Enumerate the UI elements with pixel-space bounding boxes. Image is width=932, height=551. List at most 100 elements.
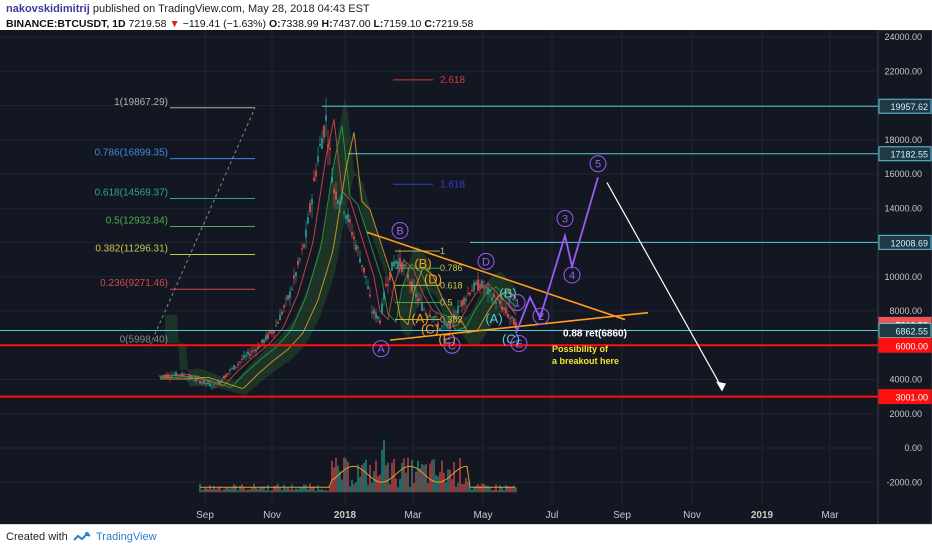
close-label: C: [424, 18, 436, 30]
tradingview-link[interactable]: TradingView [96, 531, 157, 543]
volume-bar [383, 440, 385, 493]
impulse-wave-label: 3 [562, 214, 568, 226]
candle-body [163, 375, 165, 377]
candle-body [253, 350, 255, 352]
candle-body [331, 176, 333, 183]
candle-body [379, 320, 381, 324]
candle-body [347, 213, 349, 222]
candle-body [293, 275, 295, 279]
volume-bar [411, 459, 413, 493]
candle-body [467, 292, 469, 294]
y-tick-label: 8000.00 [889, 306, 922, 316]
candle-body [491, 297, 493, 301]
volume-bar [237, 490, 239, 493]
volume-bar [473, 486, 475, 493]
purple-wave-label-circle [510, 335, 528, 353]
candle-body [469, 292, 471, 295]
candle-body [345, 215, 347, 219]
candle-body [367, 285, 369, 289]
candle-body [233, 365, 235, 370]
volume-bar [349, 486, 351, 493]
volume-bar [345, 458, 347, 493]
candle-body [343, 212, 345, 214]
candle-body [335, 191, 337, 200]
volume-bar [445, 482, 447, 493]
moving-average-line [160, 119, 517, 387]
volume-bar [481, 483, 483, 493]
candle-body [175, 372, 177, 377]
candle-body [489, 289, 491, 292]
candle-body [269, 330, 271, 334]
volume-bar [457, 482, 459, 493]
volume-bar [225, 487, 227, 493]
volume-bar [333, 467, 335, 493]
candle-body [301, 248, 303, 250]
candle-body [247, 351, 249, 355]
purple-wave-label: B [396, 226, 403, 238]
candle-body [351, 232, 353, 236]
candle-body [477, 279, 479, 290]
candle-body [513, 318, 515, 326]
volume-bar [323, 490, 325, 493]
candle-body [471, 290, 473, 292]
candle-body [409, 282, 411, 284]
candle-body [271, 331, 273, 334]
volume-bar [367, 484, 369, 493]
small-fib-label: 0.5 [440, 297, 453, 307]
candle-body [373, 309, 375, 314]
volume-bar [433, 459, 435, 493]
candle-body [389, 272, 391, 280]
price-label-box [878, 322, 932, 338]
volume-bar [501, 487, 503, 493]
cyan-wave-label: (A) [485, 311, 502, 326]
candle-body [393, 261, 395, 267]
volume-bar [297, 489, 299, 493]
author-name[interactable]: nakovskidimitrij [6, 3, 90, 15]
candle-body [183, 375, 185, 377]
candle-body [453, 314, 455, 320]
volume-bar [299, 487, 301, 493]
price-label-box [878, 389, 932, 405]
volume-bar [431, 460, 433, 493]
candle-body [319, 144, 321, 146]
fib-trend-line [149, 107, 256, 346]
candle-body [411, 281, 413, 292]
volume-bar [245, 490, 247, 493]
candle-body [427, 315, 429, 317]
candle-body [275, 325, 277, 327]
volume-bar [235, 485, 237, 493]
candle-body [213, 384, 215, 386]
candle-body [439, 328, 441, 331]
candle-body [277, 322, 279, 324]
y-tick-label: -2000.00 [886, 477, 922, 487]
candle-body [173, 374, 175, 376]
price-label-text: 19957.62 [890, 102, 928, 112]
candle-body [273, 330, 275, 334]
volume-bar [493, 489, 495, 493]
price-label-box [878, 234, 932, 250]
price-chart[interactable]: 24000.0022000.0020000.0018000.0016000.00… [0, 30, 932, 524]
candle-body [475, 282, 477, 285]
candle-body [473, 282, 475, 291]
volume-bar [489, 487, 491, 493]
volume-bar [437, 476, 439, 493]
candle-body [287, 295, 289, 300]
impulse-wave-label: 5 [595, 159, 601, 171]
fib-level-label: 0.382(11296.31) [95, 244, 168, 255]
candle-body [333, 188, 335, 194]
impulse-wave-label-circle [589, 155, 607, 173]
price-label-box [878, 98, 932, 114]
high-value: 7437.00 [332, 18, 371, 30]
candle-body [283, 305, 285, 308]
close-value: 7219.58 [435, 18, 474, 30]
volume-bar [309, 483, 311, 493]
volume-bar [261, 487, 263, 493]
volume-bar [329, 485, 331, 493]
volume-bar [359, 476, 361, 493]
publish-line: nakovskidimitrij published on TradingVie… [6, 2, 370, 16]
candle-body [445, 323, 447, 326]
volume-bar [281, 490, 283, 493]
small-fib-label: 0.382 [440, 315, 463, 325]
volume-bar [317, 485, 319, 493]
last-price: 7219.58 [128, 18, 167, 30]
